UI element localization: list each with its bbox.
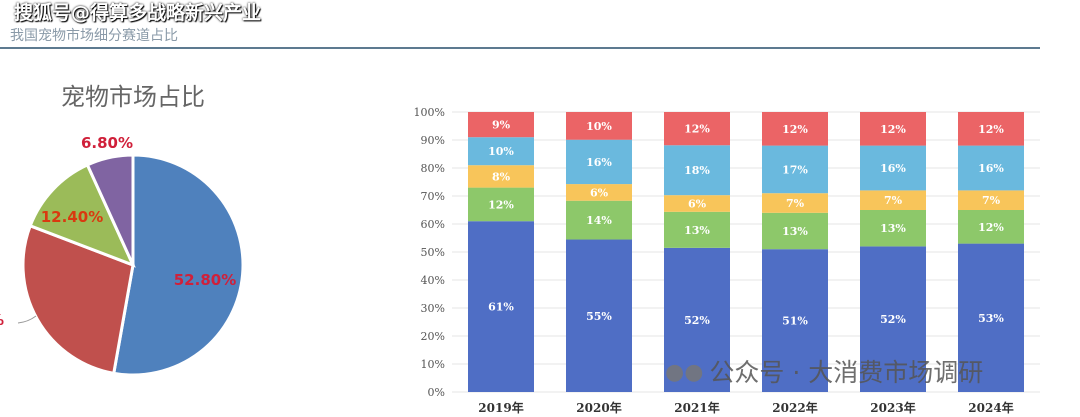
bar-label: 53% [978, 312, 1004, 325]
bar-segment [566, 139, 632, 185]
bar-segment [958, 210, 1024, 244]
header-watermark: 搜狐号@得算多战略新兴产业 [14, 2, 262, 24]
bar-label: 13% [880, 222, 906, 235]
x-tick-label: 2023年 [870, 400, 915, 415]
bar-segment [468, 165, 534, 188]
bar-label: 9% [492, 119, 511, 132]
bar-segment [958, 112, 1024, 146]
bar-label: 52% [880, 313, 906, 326]
x-tick-label: 2022年 [772, 400, 817, 415]
bar-label: 12% [684, 123, 710, 136]
bar-label: 7% [982, 194, 1001, 207]
bar-segment [566, 112, 632, 140]
bar-label: 18% [684, 164, 710, 177]
bar-segment [664, 145, 730, 196]
wechat-icon: ●● [665, 360, 704, 385]
bar-segment [468, 221, 534, 392]
bar-segment [566, 184, 632, 201]
bar-segment [860, 145, 926, 191]
bar-segment [762, 212, 828, 250]
footer-watermark-text: 公众号 · 大消费市场调研 [709, 358, 984, 387]
bar-label: 61% [488, 301, 514, 314]
y-tick-label: 50% [421, 246, 445, 259]
y-tick-label: 40% [421, 274, 445, 287]
bar-label: 13% [684, 224, 710, 237]
y-tick-label: 10% [421, 358, 445, 371]
bar-segment [664, 211, 730, 248]
y-tick-label: 0% [428, 386, 445, 399]
y-tick-label: 70% [421, 190, 445, 203]
pie-label: % [0, 311, 4, 329]
bar-label: 16% [880, 162, 906, 175]
y-tick-label: 20% [421, 330, 445, 343]
pie-title: 宠物市场占比 [61, 83, 205, 111]
bar-segment [664, 112, 730, 146]
bar-segment [762, 193, 828, 213]
bar-segment [762, 249, 828, 392]
bar-segment [860, 190, 926, 210]
bar-label: 7% [884, 194, 903, 207]
bar-label: 51% [782, 315, 808, 328]
bar-label: 12% [488, 198, 514, 211]
pie-slice [85, 153, 135, 266]
bar-label: 12% [880, 123, 906, 136]
bar-label: 17% [782, 163, 808, 176]
x-tick-label: 2019年 [478, 400, 523, 415]
bar-segment [566, 239, 632, 392]
bar-label: 10% [586, 120, 612, 133]
bar-label: 6% [688, 197, 707, 210]
bar-label: 7% [786, 197, 805, 210]
y-tick-label: 80% [421, 162, 445, 175]
bar-label: 16% [586, 156, 612, 169]
bar-label: 12% [978, 123, 1004, 136]
bar-segment [860, 246, 926, 392]
bar-segment [860, 112, 926, 146]
pie-slice [21, 223, 135, 376]
pie-label: 12.40% [41, 208, 103, 226]
bar-label: 10% [488, 145, 514, 158]
y-tick-label: 60% [421, 218, 445, 231]
bar-label: 16% [978, 162, 1004, 175]
y-tick-label: 100% [414, 106, 445, 119]
bar-segment [958, 243, 1024, 392]
pie-label: 6.80% [81, 134, 133, 152]
subtitle: 我国宠物市场细分赛道占比 [10, 28, 178, 44]
bar-segment [468, 187, 534, 222]
bar-segment [958, 145, 1024, 191]
y-tick-label: 30% [421, 302, 445, 315]
bar-label: 13% [782, 225, 808, 238]
bar-segment [958, 190, 1024, 210]
pie-slice [112, 153, 245, 377]
pie-label: 52.80% [174, 271, 236, 289]
pie-slice [28, 162, 136, 268]
bar-label: 14% [586, 214, 612, 227]
footer-watermark: ●● 公众号 · 大消费市场调研 [665, 358, 983, 388]
bar-segment [860, 210, 926, 247]
bar-segment [566, 200, 632, 240]
x-tick-label: 2021年 [674, 400, 719, 415]
bar-label: 52% [684, 314, 710, 327]
bar-label: 12% [978, 221, 1004, 234]
bar-segment [762, 112, 828, 146]
pie-leader-line [17, 315, 37, 324]
x-tick-label: 2020年 [576, 400, 621, 415]
x-tick-label: 2024年 [968, 400, 1013, 415]
bar-segment [468, 112, 534, 138]
header-divider [0, 47, 1040, 49]
bar-segment [664, 195, 730, 212]
bar-segment [468, 137, 534, 166]
bar-label: 6% [590, 186, 609, 199]
bar-label: 55% [586, 310, 612, 323]
bar-label: 12% [782, 123, 808, 136]
y-tick-label: 90% [421, 134, 445, 147]
bar-segment [762, 145, 828, 194]
bar-label: 8% [492, 170, 511, 183]
bar-segment [664, 247, 730, 392]
